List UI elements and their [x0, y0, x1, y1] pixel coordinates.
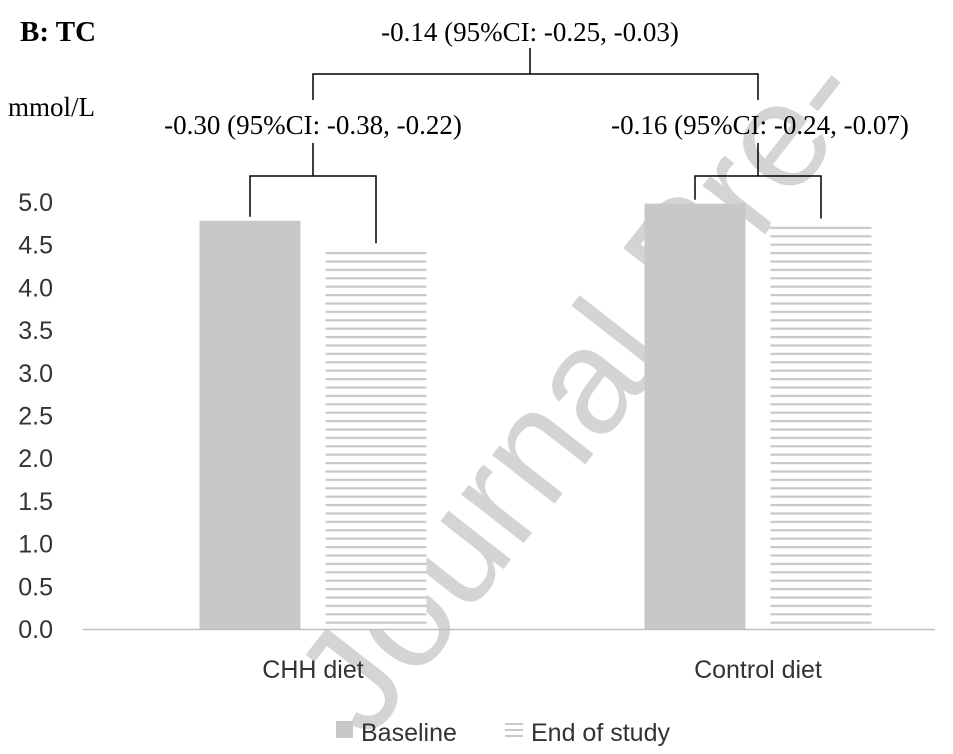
y-tick-label: 2.0	[18, 445, 53, 473]
y-tick-label: 0.0	[18, 616, 53, 644]
legend-swatch-baseline	[336, 721, 353, 738]
panel-label: B: TC	[20, 16, 96, 48]
y-tick-label: 5.0	[18, 189, 53, 217]
y-tick-label: 3.0	[18, 360, 53, 388]
x-tick-label: Control diet	[694, 656, 822, 684]
y-tick-label: 4.0	[18, 274, 53, 302]
bar-end-of-study-control	[770, 222, 872, 629]
legend-label-baseline: Baseline	[361, 719, 457, 747]
y-axis-ticks: 0.0 0.5 1.0 1.5 2.0 2.5 3.0 3.5 4.0 4.5 5.0	[18, 189, 53, 644]
y-tick-label: 1.0	[18, 531, 53, 559]
legend-swatch-end-of-study	[505, 723, 523, 737]
x-axis-labels: CHH diet Control diet	[262, 656, 822, 684]
y-tick-label: 1.5	[18, 488, 53, 516]
between-bracket	[312, 73, 759, 100]
y-tick-label: 3.5	[18, 317, 53, 345]
y-tick-label: 2.5	[18, 403, 53, 431]
brackets	[249, 48, 822, 244]
bar-baseline-chh	[199, 220, 301, 629]
bar-baseline-control	[644, 203, 746, 629]
legend: Baseline End of study	[336, 719, 670, 747]
control-within-annotation: -0.16 (95%CI: -0.24, -0.07)	[611, 110, 909, 140]
y-tick-label: 0.5	[18, 573, 53, 601]
bars	[199, 203, 872, 629]
legend-label-end-of-study: End of study	[531, 719, 670, 747]
x-tick-label: CHH diet	[262, 656, 363, 684]
y-tick-label: 4.5	[18, 232, 53, 260]
chh-within-annotation: -0.30 (95%CI: -0.38, -0.22)	[164, 110, 462, 140]
bar-end-of-study-chh	[325, 247, 427, 629]
y-axis-unit-label: mmol/L	[8, 92, 95, 122]
between-group-annotation: -0.14 (95%CI: -0.25, -0.03)	[381, 17, 679, 47]
